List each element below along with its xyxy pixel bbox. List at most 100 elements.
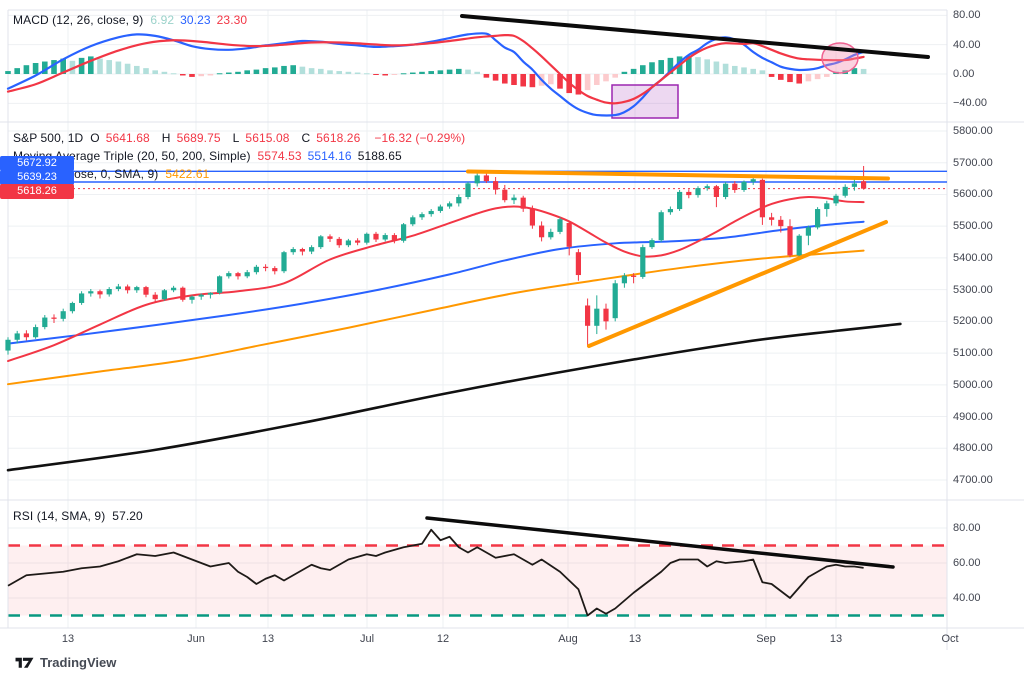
- macd-histogram-bar: [796, 74, 802, 84]
- macd-histogram-bar: [198, 74, 204, 77]
- macd-histogram-bar: [446, 69, 453, 74]
- macd-histogram-bar: [97, 58, 103, 74]
- macd-histogram-bar: [695, 57, 701, 74]
- candle-body: [750, 179, 756, 182]
- symbol-legend[interactable]: S&P 500, 1D O 5641.68 H 5689.75 L 5615.08 C 5618…: [13, 131, 465, 145]
- macd-histogram-bar: [115, 61, 122, 74]
- legend-value: 5422.61: [165, 167, 210, 181]
- macd-histogram-bar: [750, 68, 756, 74]
- candle-body: [198, 294, 204, 297]
- candle-body: [566, 223, 572, 247]
- tradingview-logo-icon: [15, 657, 34, 668]
- macd-histogram-bar: [492, 74, 499, 81]
- candle-body: [207, 292, 213, 295]
- candle-body: [548, 231, 554, 238]
- macd-histogram-bar: [382, 74, 388, 76]
- macd-histogram-bar: [630, 68, 637, 74]
- candle-body: [631, 275, 637, 277]
- macd-histogram-bar: [824, 74, 830, 77]
- candle-body: [851, 183, 857, 187]
- candle-body: [594, 308, 600, 326]
- price-scale-label: 5400.00: [953, 251, 993, 264]
- price-badge: 5618.26: [0, 184, 74, 199]
- time-axis-label: 13: [628, 633, 642, 645]
- candle-body: [318, 236, 324, 248]
- macd-histogram-bar: [410, 72, 416, 74]
- candle-body: [336, 238, 342, 246]
- macd-histogram-bar: [143, 68, 149, 74]
- macd-histogram-bar: [170, 73, 177, 75]
- macd-histogram-bar: [428, 71, 434, 74]
- macd-histogram-bar: [667, 57, 674, 74]
- candle-body: [327, 236, 333, 239]
- legend-value: 23.30: [216, 13, 248, 27]
- price-scale-label: 5100.00: [953, 347, 993, 360]
- candle-body: [732, 183, 738, 191]
- macd-histogram-bar: [253, 69, 260, 74]
- ma50-line: [7, 220, 865, 345]
- candle-body: [778, 219, 784, 227]
- macd-legend[interactable]: MACD (12, 26, close, 9) 6.92 30.23 23.30: [13, 13, 253, 27]
- macd-histogram-bar: [262, 68, 269, 74]
- macd-histogram-bar: [851, 68, 858, 74]
- candle-body: [815, 209, 821, 228]
- time-axis-label: 13: [261, 633, 275, 645]
- tradingview-watermark[interactable]: TradingView: [15, 655, 116, 670]
- rsi-legend[interactable]: RSI (14, SMA, 9) 57.20: [13, 509, 149, 523]
- candle-body: [649, 240, 655, 248]
- macd-histogram-bar: [32, 63, 39, 74]
- macd-histogram-bar: [318, 68, 324, 74]
- rsi-scale-label: 40.00: [953, 592, 981, 604]
- macd-legend-title: MACD (12, 26, close, 9): [13, 13, 144, 27]
- macd-histogram-bar: [42, 61, 48, 74]
- macd-histogram-bar: [511, 74, 517, 85]
- candle-body: [373, 233, 379, 240]
- macd-histogram-bar: [713, 61, 720, 74]
- macd-histogram-bar: [548, 74, 554, 85]
- candle-body: [382, 235, 388, 240]
- legend-value: 6.92: [150, 13, 175, 27]
- candle-body: [539, 225, 545, 238]
- macd-histogram-bar: [373, 74, 379, 75]
- rsi-scale-label: 80.00: [953, 522, 981, 534]
- candle-body: [465, 183, 471, 197]
- macd-histogram-bar: [741, 67, 747, 74]
- price-scale-label: 5500.00: [953, 220, 993, 233]
- candle-body: [125, 286, 131, 291]
- candle-body: [704, 186, 710, 189]
- candle-body: [667, 209, 673, 213]
- candle-body: [529, 208, 535, 226]
- price-trendline: [466, 169, 890, 181]
- candle-body: [456, 196, 462, 204]
- candle-body: [106, 289, 112, 295]
- ohlc-pair: C 5618.26: [301, 131, 361, 145]
- candle-body: [842, 186, 848, 196]
- candle-body: [235, 273, 241, 277]
- candle-body: [14, 333, 20, 340]
- macd-histogram-bar: [51, 60, 57, 74]
- rsi-title: RSI (14, SMA, 9): [13, 509, 106, 523]
- macd-histogram-bar: [345, 71, 352, 74]
- ma200-line: [6, 322, 902, 472]
- macd-histogram-bar: [272, 67, 278, 74]
- candle-body: [115, 286, 121, 290]
- candle-body: [410, 217, 416, 225]
- tradingview-brand-text: TradingView: [40, 655, 117, 670]
- candle-body: [290, 249, 296, 253]
- macd-histogram-bar: [529, 74, 536, 88]
- macd-histogram-bar: [244, 70, 250, 74]
- macd-histogram-bar: [364, 73, 370, 75]
- macd-histogram-bar: [299, 66, 306, 74]
- candle-body: [796, 235, 802, 256]
- macd-histogram-bar: [60, 58, 66, 74]
- macd-histogram-bar: [575, 74, 582, 95]
- rsi-trendline: [425, 516, 895, 569]
- macd-histogram-bar: [106, 60, 112, 74]
- legend-value: 5574.53: [257, 149, 302, 163]
- candle-body: [272, 268, 278, 272]
- rsi-value: 57.20: [112, 509, 149, 523]
- candle-body: [244, 272, 250, 277]
- candle-body: [713, 186, 719, 197]
